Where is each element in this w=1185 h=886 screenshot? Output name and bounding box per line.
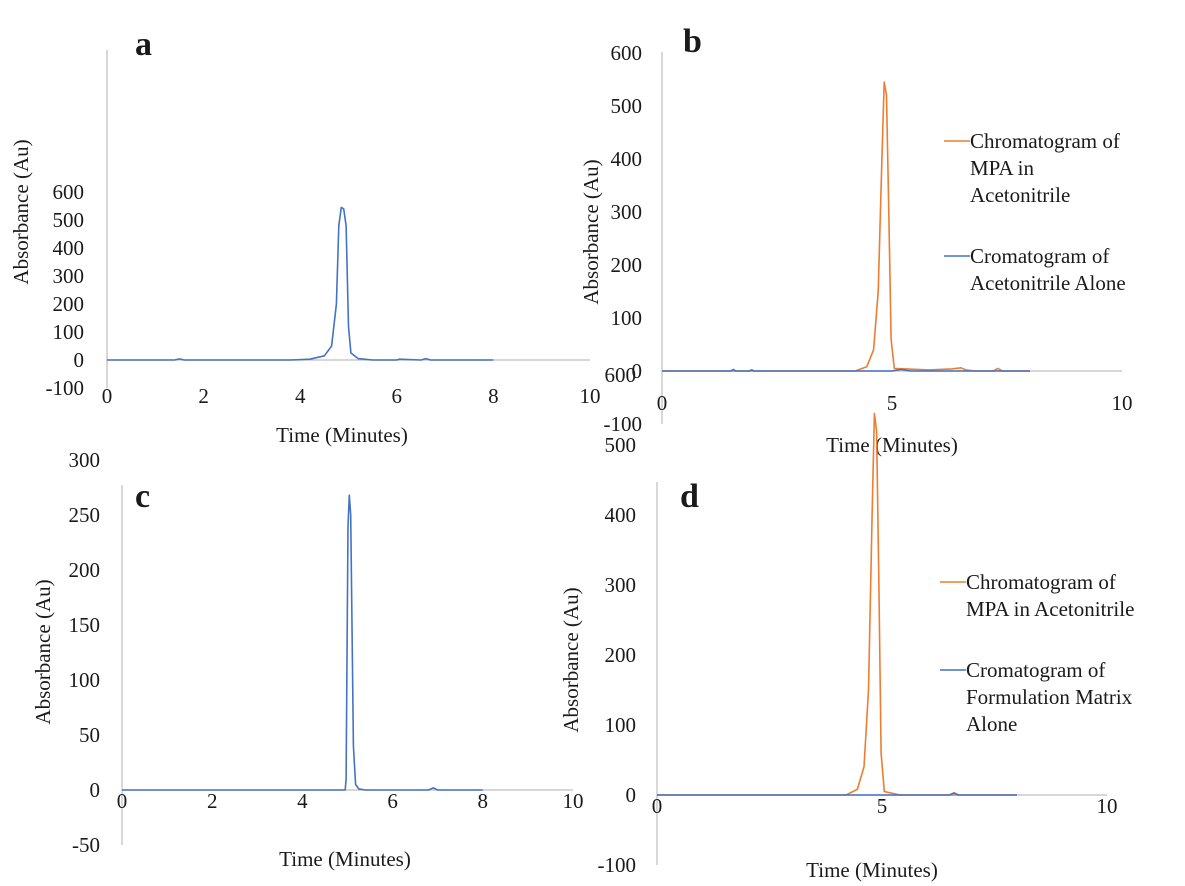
x-tick-label: 0 bbox=[657, 391, 668, 415]
y-tick-label: -100 bbox=[604, 412, 643, 436]
legend-label: Formulation Matrix bbox=[966, 685, 1133, 709]
panel-a: 600 500 400 300 200 100 0 -100 0 2 4 6 8 10 Time (Minu… bbox=[9, 26, 601, 447]
panel-letter: a bbox=[135, 26, 152, 63]
x-tick-label: 6 bbox=[387, 789, 398, 813]
y-tick-label: 100 bbox=[605, 713, 637, 737]
x-tick-label: 10 bbox=[1112, 391, 1133, 415]
y-tick-label: 250 bbox=[69, 503, 101, 527]
y-tick-label: 150 bbox=[69, 613, 101, 637]
y-tick-label: 100 bbox=[53, 320, 85, 344]
y-tick-label: 0 bbox=[626, 783, 637, 807]
x-tick-label: 10 bbox=[1097, 794, 1118, 818]
legend-label: Acetonitrile bbox=[970, 183, 1070, 207]
x-tick-label: 0 bbox=[102, 384, 113, 408]
series-line bbox=[657, 412, 1017, 796]
x-tick-label: 0 bbox=[652, 794, 663, 818]
y-tick-label: -50 bbox=[72, 833, 100, 857]
x-axis-label: Time (Minutes) bbox=[276, 423, 408, 447]
legend-entry: Cromatogram of Acetonitrile Alone bbox=[944, 244, 1126, 295]
x-axis-label: Time (Minutes) bbox=[279, 847, 411, 871]
y-tick-label: 200 bbox=[53, 292, 85, 316]
x-tick-label: 4 bbox=[297, 789, 308, 813]
y-tick-label: 500 bbox=[605, 433, 637, 457]
y-tick-label: 300 bbox=[69, 448, 101, 472]
x-tick-label: 2 bbox=[198, 384, 209, 408]
x-tick-label: 2 bbox=[207, 789, 218, 813]
x-tick-label: 6 bbox=[392, 384, 403, 408]
x-tick-label: 5 bbox=[877, 794, 888, 818]
legend-label: Cromatogram of bbox=[966, 658, 1105, 682]
x-tick-label: 10 bbox=[580, 384, 601, 408]
y-tick-label: 600 bbox=[605, 363, 637, 387]
y-axis-label: Absorbance (Au) bbox=[31, 579, 55, 724]
legend-label: Chromatogram of bbox=[970, 129, 1120, 153]
y-tick-label: -100 bbox=[598, 853, 637, 877]
y-tick-label: 300 bbox=[53, 264, 85, 288]
y-axis-label: Absorbance (Au) bbox=[559, 587, 583, 732]
x-axis-label: Time (Minutes) bbox=[826, 433, 958, 457]
legend-label: Alone bbox=[966, 712, 1017, 736]
y-tick-label: 500 bbox=[53, 208, 85, 232]
x-tick-label: 5 bbox=[887, 391, 898, 415]
panel-letter: b bbox=[683, 23, 702, 60]
y-tick-label: 0 bbox=[90, 778, 101, 802]
panel-b: 600 500 400 300 200 100 0 -100 0 5 10 Time (Minutes… bbox=[579, 23, 1133, 457]
y-tick-label: -100 bbox=[46, 376, 85, 400]
series-line bbox=[662, 368, 1030, 372]
legend-label: MPA in Acetonitrile bbox=[966, 597, 1134, 621]
x-tick-label: 0 bbox=[117, 789, 128, 813]
y-tick-label: 600 bbox=[611, 41, 643, 65]
panel-letter: d bbox=[680, 478, 699, 515]
legend-label: Cromatogram of bbox=[970, 244, 1109, 268]
series-line bbox=[122, 494, 483, 791]
panel-c: 300 250 200 150 100 50 0 -50 0 2 4 6 8 10 Time (Minute… bbox=[31, 448, 584, 871]
y-tick-label: 200 bbox=[611, 253, 643, 277]
series-line bbox=[107, 206, 494, 361]
y-tick-label: 600 bbox=[53, 180, 85, 204]
legend-entry: Chromatogram of MPA in Acetonitrile bbox=[944, 129, 1120, 207]
series-line bbox=[657, 792, 1017, 796]
y-tick-label: 200 bbox=[69, 558, 101, 582]
y-tick-label: 100 bbox=[69, 668, 101, 692]
legend-entry: Chromatogram of MPA in Acetonitrile bbox=[940, 570, 1134, 621]
y-tick-label: 50 bbox=[79, 723, 100, 747]
y-axis-label: Absorbance (Au) bbox=[579, 159, 603, 304]
x-tick-label: 8 bbox=[488, 384, 499, 408]
y-tick-label: 400 bbox=[611, 147, 643, 171]
x-tick-label: 4 bbox=[295, 384, 306, 408]
legend-label: MPA in bbox=[970, 156, 1035, 180]
y-tick-label: 400 bbox=[53, 236, 85, 260]
y-tick-label: 100 bbox=[611, 306, 643, 330]
y-tick-label: 500 bbox=[611, 94, 643, 118]
panel-letter: c bbox=[135, 478, 150, 515]
x-axis-label: Time (Minutes) bbox=[806, 858, 938, 882]
y-tick-label: 400 bbox=[605, 503, 637, 527]
y-tick-label: 0 bbox=[632, 359, 643, 383]
y-tick-label: 300 bbox=[611, 200, 643, 224]
legend-label: Acetonitrile Alone bbox=[970, 271, 1126, 295]
legend-label: Chromatogram of bbox=[966, 570, 1116, 594]
y-axis-label: Absorbance (Au) bbox=[9, 139, 33, 284]
y-tick-label: 300 bbox=[605, 573, 637, 597]
x-tick-label: 8 bbox=[478, 789, 489, 813]
y-tick-label: 0 bbox=[74, 348, 85, 372]
legend-entry: Cromatogram of Formulation Matrix Alone bbox=[940, 658, 1133, 736]
series-line bbox=[662, 81, 1030, 372]
y-tick-label: 200 bbox=[605, 643, 637, 667]
x-tick-label: 10 bbox=[563, 789, 584, 813]
